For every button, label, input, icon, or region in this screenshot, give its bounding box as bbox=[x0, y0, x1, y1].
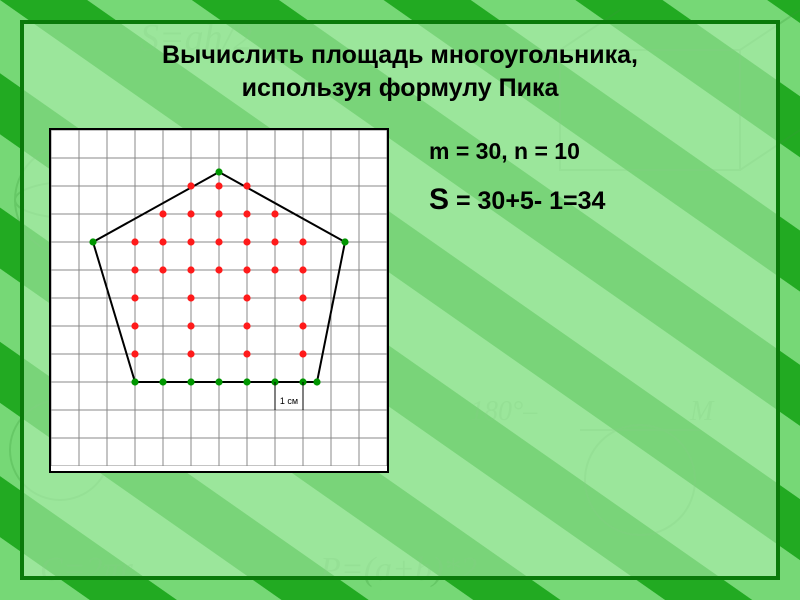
formula-block: m = 30, n = 10 S = 30+5- 1=34 bbox=[429, 128, 605, 217]
content-frame: Вычислить площадь многоугольника, исполь… bbox=[20, 20, 780, 580]
svg-text:1 см: 1 см bbox=[280, 396, 298, 406]
title-line-2: используя формулу Пика bbox=[242, 74, 559, 102]
title-line-1: Вычислить площадь многоугольника, bbox=[162, 41, 638, 69]
slide-title: Вычислить площадь многоугольника, исполь… bbox=[49, 39, 751, 104]
mn-line: m = 30, n = 10 bbox=[429, 138, 605, 165]
area-line: S = 30+5- 1=34 bbox=[429, 183, 605, 217]
lattice-svg: 1 см bbox=[51, 130, 387, 466]
S-label: S bbox=[429, 183, 449, 216]
lattice-chart: 1 см bbox=[49, 128, 389, 473]
S-expr: = 30+5- 1=34 bbox=[456, 187, 605, 215]
main-row: 1 см m = 30, n = 10 S = 30+5- 1=34 bbox=[49, 128, 751, 473]
